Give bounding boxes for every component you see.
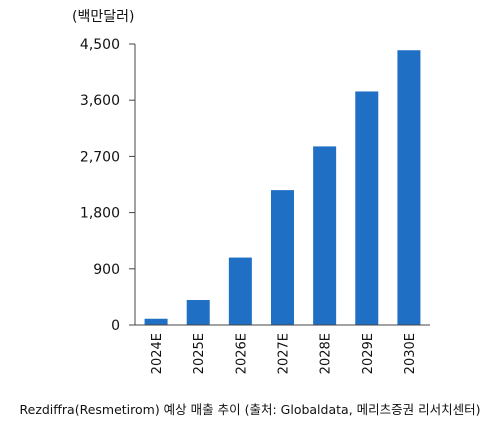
x-tick-label: 2025E [192, 333, 207, 374]
x-tick-label: 2028E [319, 333, 334, 374]
bar-2030E [397, 50, 421, 325]
y-axis: 0 900 1,800 2,700 3,600 4,500 [80, 37, 136, 334]
bar-2028E [313, 146, 337, 325]
y-tick-label: 3,600 [80, 93, 120, 109]
bar-2024E [144, 318, 168, 325]
bar-2027E [271, 190, 294, 325]
bars [144, 50, 421, 325]
x-tick-label: 2024E [150, 333, 165, 374]
unit-label: (백만달러) [72, 9, 134, 25]
y-tick-label: 4,500 [80, 37, 120, 53]
y-tick-label: 2,700 [80, 149, 120, 165]
chart-caption: Rezdiffra(Resmetirom) 예상 매출 추이 (출처: Glob… [19, 402, 481, 417]
y-tick-label: 900 [93, 262, 120, 278]
bar-2029E [355, 91, 379, 325]
y-tick-label: 1,800 [80, 206, 120, 222]
y-tick-label: 0 [111, 318, 120, 334]
x-axis: 2024E 2025E 2026E 2027E 2028E 2029E 2030E [135, 324, 430, 374]
x-tick-label: 2030E [403, 333, 418, 374]
x-tick-label: 2026E [234, 333, 249, 374]
bar-2025E [186, 300, 210, 325]
x-tick-label: 2027E [277, 333, 292, 374]
bar-2026E [228, 257, 252, 325]
x-tick-label: 2029E [361, 333, 376, 374]
